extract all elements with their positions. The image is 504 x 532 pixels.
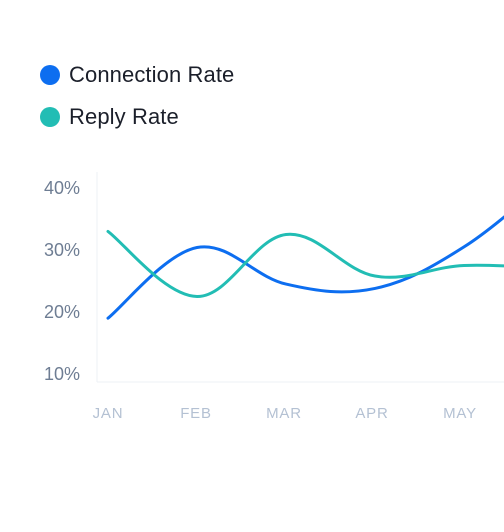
x-tick-label: MAY — [443, 405, 477, 422]
series-lines — [106, 215, 504, 320]
x-axis-ticks: JAN FEB MAR APR MAY — [93, 405, 477, 422]
chart-legend: Connection Rate Reply Rate — [40, 60, 234, 144]
x-tick-label: MAR — [266, 405, 302, 422]
y-tick-label: 30% — [44, 240, 80, 260]
legend-item-reply-rate: Reply Rate — [40, 102, 234, 132]
y-tick-label: 10% — [44, 364, 80, 384]
x-tick-label: FEB — [180, 405, 212, 422]
connection-rate-dot-icon — [40, 65, 60, 85]
x-tick-label: JAN — [93, 405, 124, 422]
y-axis-ticks: 10% 20% 30% 40% — [44, 178, 80, 384]
series-line-connection-rate — [106, 215, 504, 320]
series-line-reply-rate — [106, 229, 504, 299]
x-tick-label: APR — [355, 405, 388, 422]
y-tick-label: 40% — [44, 178, 80, 198]
y-tick-label: 20% — [44, 302, 80, 322]
reply-rate-dot-icon — [40, 107, 60, 127]
legend-label-reply-rate: Reply Rate — [69, 104, 179, 129]
legend-item-connection-rate: Connection Rate — [40, 60, 234, 90]
legend-label-connection-rate: Connection Rate — [69, 62, 235, 87]
